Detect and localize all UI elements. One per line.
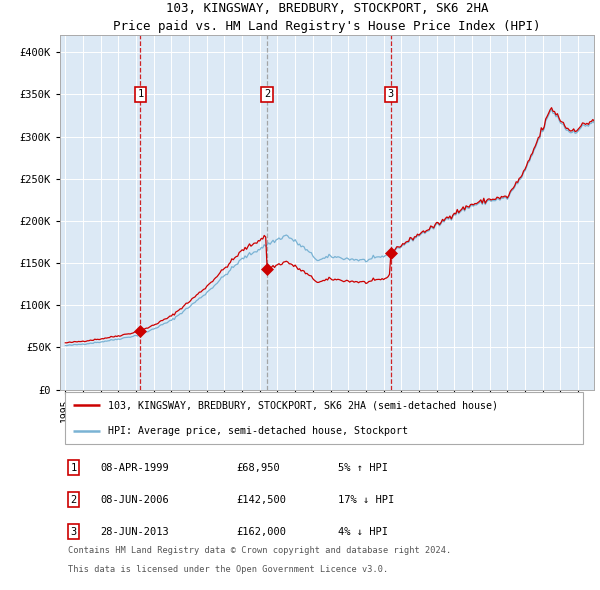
Text: Contains HM Land Registry data © Crown copyright and database right 2024.: Contains HM Land Registry data © Crown c… [68,546,451,555]
FancyBboxPatch shape [65,392,583,444]
Text: 103, KINGSWAY, BREDBURY, STOCKPORT, SK6 2HA (semi-detached house): 103, KINGSWAY, BREDBURY, STOCKPORT, SK6 … [108,400,498,410]
Text: 08-JUN-2006: 08-JUN-2006 [100,495,169,505]
Text: £162,000: £162,000 [236,527,286,537]
Text: 1: 1 [137,90,143,100]
Title: 103, KINGSWAY, BREDBURY, STOCKPORT, SK6 2HA
Price paid vs. HM Land Registry's Ho: 103, KINGSWAY, BREDBURY, STOCKPORT, SK6 … [113,2,541,33]
Text: 3: 3 [70,527,76,537]
Text: £68,950: £68,950 [236,463,280,473]
Text: 2: 2 [70,495,76,505]
Text: £142,500: £142,500 [236,495,286,505]
Text: 2: 2 [264,90,271,100]
Text: 28-JUN-2013: 28-JUN-2013 [100,527,169,537]
Text: 3: 3 [388,90,394,100]
Text: 1: 1 [70,463,76,473]
Text: 17% ↓ HPI: 17% ↓ HPI [338,495,394,505]
Text: 4% ↓ HPI: 4% ↓ HPI [338,527,388,537]
Text: 08-APR-1999: 08-APR-1999 [100,463,169,473]
Text: This data is licensed under the Open Government Licence v3.0.: This data is licensed under the Open Gov… [68,565,388,573]
Text: 5% ↑ HPI: 5% ↑ HPI [338,463,388,473]
Text: HPI: Average price, semi-detached house, Stockport: HPI: Average price, semi-detached house,… [108,426,408,436]
